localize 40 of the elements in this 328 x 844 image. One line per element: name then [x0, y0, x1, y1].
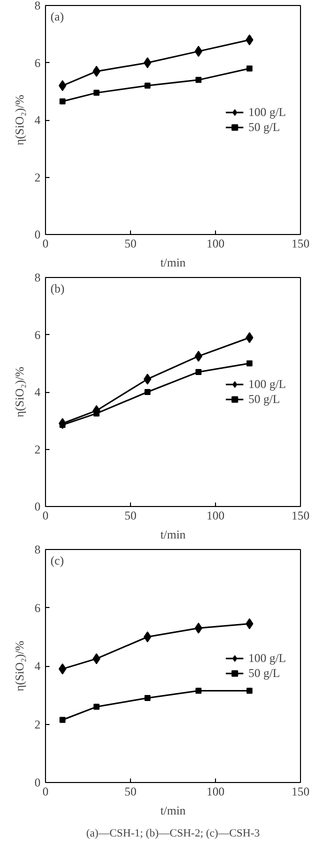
y-axis-title: η(SiO₂)/%	[12, 640, 26, 692]
chart-title: (c)	[50, 554, 64, 568]
y-tick-label: 8	[34, 0, 40, 12]
x-tick-label: 100	[206, 236, 224, 250]
chart-title: (b)	[50, 282, 64, 296]
x-tick-label: 100	[206, 508, 224, 522]
y-tick-label: 4	[34, 659, 40, 673]
chart-title: (a)	[50, 10, 64, 24]
y-tick-label: 0	[34, 228, 40, 242]
x-tick-label: 50	[124, 508, 136, 522]
x-tick-label: 150	[292, 784, 310, 798]
legend-label: 50 g/L	[248, 392, 280, 406]
x-axis-title: t/min	[160, 528, 186, 542]
x-tick-label: 50	[124, 236, 136, 250]
legend-label: 100 g/L	[248, 104, 286, 120]
y-tick-label: 4	[34, 385, 40, 399]
legend-label: 100 g/L	[248, 376, 286, 392]
x-tick-label: 100	[206, 784, 224, 798]
x-tick-label: 150	[292, 236, 310, 250]
x-tick-label: 50	[124, 784, 136, 798]
legend-label: 50 g/L	[248, 666, 280, 680]
y-tick-label: 6	[34, 56, 40, 70]
legend-label: 50 g/L	[248, 120, 280, 134]
legend-label: 100 g/L	[248, 650, 286, 666]
y-tick-label: 4	[34, 113, 40, 127]
y-axis-title: η(SiO₂)/%	[12, 94, 26, 146]
y-tick-label: 2	[34, 170, 40, 184]
y-tick-label: 8	[34, 270, 40, 284]
y-tick-label: 0	[34, 776, 40, 790]
x-axis-title: t/min	[160, 804, 186, 818]
x-axis-title: t/min	[160, 256, 186, 270]
y-axis-title: η(SiO₂)/%	[12, 366, 26, 418]
y-tick-label: 2	[34, 442, 40, 456]
y-tick-label: 6	[34, 328, 40, 342]
y-tick-label: 6	[34, 600, 40, 615]
y-tick-label: 0	[34, 500, 40, 514]
y-tick-label: 2	[34, 717, 40, 732]
text: (a)—CSH-1; (b)—CSH-2; (c)—CSH-3	[86, 828, 260, 840]
y-tick-label: 8	[34, 542, 40, 556]
x-tick-label: 150	[292, 508, 310, 522]
